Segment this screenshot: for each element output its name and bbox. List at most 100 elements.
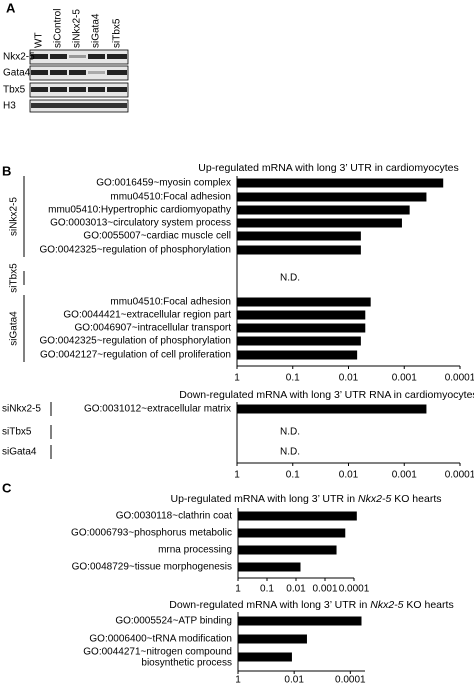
- x-tick-label: 0.0001: [339, 584, 370, 595]
- blot-lane-label: siTbx5: [112, 18, 123, 48]
- x-tick-label: 0.0001: [445, 373, 474, 384]
- group-label: siNkx2-5: [2, 404, 41, 415]
- bar: [237, 192, 427, 202]
- band: [107, 54, 127, 59]
- category-label: GO:0044421~extracellular region part: [63, 310, 231, 321]
- x-tick-label: 0.001: [392, 373, 417, 384]
- blot-lane-label: siGata4: [91, 13, 102, 48]
- x-tick-label: 0.0001: [445, 470, 474, 481]
- chart-title: Up-regulated mRNA with long 3’ UTR in ca…: [198, 162, 458, 174]
- band: [31, 87, 48, 92]
- x-tick-label: 0.1: [286, 470, 300, 481]
- band: [88, 87, 105, 92]
- category-label: mmu04510:Focal adhesion: [110, 297, 231, 308]
- category-label: GO:0044271~nitrogen compound biosynthetic…: [83, 646, 232, 668]
- bar: [238, 528, 346, 538]
- category-label: GO:0030118~clathrin coat: [116, 511, 233, 522]
- group-label: siTbx5: [2, 427, 32, 438]
- panel-label: B: [2, 163, 11, 178]
- category-label: GO:0042325~regulation of phosphorylation: [39, 245, 231, 256]
- category-label: mrna processing: [158, 545, 232, 556]
- category-label: GO:0046907~intracellular transport: [75, 323, 232, 334]
- x-tick-label: 1: [234, 373, 240, 384]
- category-label: GO:0006793~phosphorus metabolic: [71, 528, 232, 539]
- bar: [237, 297, 371, 307]
- band: [50, 70, 67, 75]
- blot-row-label: Nkx2-5: [3, 52, 35, 63]
- bands: [31, 54, 127, 108]
- blot-lane-label: siNkx2-5: [72, 9, 83, 48]
- band: [50, 54, 67, 59]
- band: [88, 54, 105, 59]
- category-label: mmu04510:Focal adhesion: [110, 192, 231, 203]
- bar: [237, 245, 361, 255]
- x-tick-label: 1: [235, 675, 241, 685]
- bar: [238, 652, 292, 662]
- annotation: N.D.: [280, 273, 300, 284]
- category-label: GO:0003013~circulatory system process: [50, 218, 231, 229]
- x-tick-label: 0.0001: [335, 675, 366, 685]
- blot-lane-label: siControl: [53, 9, 64, 48]
- x-tick-label: 0.01: [339, 373, 359, 384]
- annotation: N.D.: [280, 447, 300, 458]
- western-blot: Nkx2-5 Gata4 Tbx5 H3 WT siControl siNkx2…: [3, 9, 129, 113]
- x-tick-label: 0.01: [286, 584, 306, 595]
- x-tick-label: 0.01: [284, 675, 304, 685]
- x-tick-label: 0.01: [339, 470, 359, 481]
- category-label: GO:0005524~ATP binding: [115, 616, 232, 627]
- category-label: GO:0042325~regulation of phosphorylation: [39, 336, 231, 347]
- x-tick-label: 0.001: [392, 470, 417, 481]
- chart-title: Up-regulated mRNA with long 3’ UTR in Nk…: [171, 493, 442, 505]
- category-label: GO:0016459~myosin complex: [96, 178, 231, 189]
- title-part: KO hearts: [404, 599, 454, 611]
- bar: [237, 178, 444, 188]
- category-label: GO:0006400~tRNA modification: [89, 634, 232, 645]
- x-tick-label: 0.1: [286, 373, 300, 384]
- x-tick-label: 1: [235, 584, 241, 595]
- blot-row-label: H3: [3, 101, 16, 112]
- bar: [238, 634, 307, 644]
- category-label: GO:0031012~extracellular matrix: [84, 404, 231, 415]
- group-label: siTbx5: [9, 263, 20, 293]
- blot-row-label: Gata4: [3, 68, 31, 79]
- bar: [238, 511, 357, 521]
- group-label: siNkx2-5: [9, 197, 20, 236]
- bar: [237, 350, 358, 360]
- x-tick-label: 0.001: [312, 584, 337, 595]
- band: [31, 70, 48, 75]
- title-part: Down-regulated mRNA with long 3’ UTR in: [169, 599, 370, 611]
- bar: [237, 404, 427, 414]
- band: [69, 55, 86, 58]
- x-tick-label: 0.1: [260, 584, 274, 595]
- x-tick-label: 1: [234, 470, 240, 481]
- bar: [237, 205, 410, 215]
- bar: [238, 545, 337, 555]
- panel-label: A: [6, 0, 16, 15]
- band: [50, 87, 67, 92]
- bar: [237, 310, 366, 320]
- title-part: KO hearts: [391, 493, 441, 505]
- title-part: Nkx2-5: [370, 599, 403, 611]
- category-label: GO:0055007~cardiac muscle cell: [83, 231, 231, 242]
- group-label: siGata4: [2, 447, 37, 458]
- band: [88, 71, 105, 74]
- panel-label: C: [2, 480, 12, 495]
- blot-row-label: Tbx5: [3, 85, 26, 96]
- band: [107, 87, 127, 92]
- band: [31, 103, 127, 108]
- category-label: mmu05410:Hypertrophic cardiomyopathy: [48, 205, 231, 216]
- bar: [237, 323, 366, 333]
- title-part: Up-regulated mRNA with long 3’ UTR in: [171, 493, 359, 505]
- bar: [238, 616, 362, 626]
- category-label: GO:0048729~tissue morphogenesis: [72, 562, 232, 573]
- band: [69, 87, 86, 92]
- blot-lane-label: WT: [34, 32, 45, 48]
- title-part: Nkx2-5: [358, 493, 391, 505]
- band: [31, 54, 48, 59]
- group-label: siGata4: [9, 311, 20, 346]
- band: [69, 70, 86, 75]
- annotation: N.D.: [280, 427, 300, 438]
- bar: [237, 218, 402, 228]
- chart-title: Down-regulated mRNA with long 3’ UTR RNA…: [179, 389, 474, 401]
